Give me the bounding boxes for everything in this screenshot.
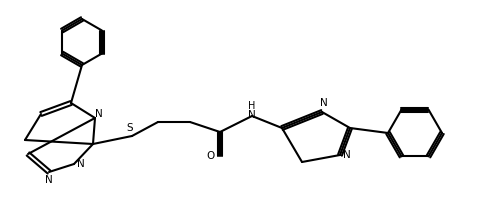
Text: O: O	[206, 151, 215, 161]
Text: N: N	[45, 175, 53, 185]
Text: N: N	[247, 110, 256, 120]
Text: N: N	[77, 159, 85, 169]
Text: N: N	[343, 150, 350, 160]
Text: H: H	[248, 101, 255, 111]
Text: N: N	[95, 109, 103, 119]
Text: S: S	[126, 123, 133, 133]
Text: N: N	[320, 98, 327, 108]
